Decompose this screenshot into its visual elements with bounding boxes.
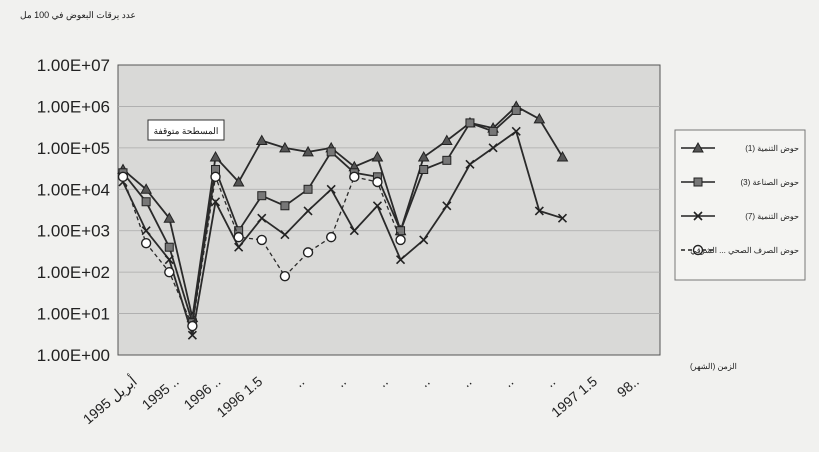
x-marker xyxy=(488,143,498,153)
square-marker xyxy=(326,147,336,157)
circle-marker xyxy=(692,244,704,256)
x-marker xyxy=(511,126,521,136)
x-tick-label: .. xyxy=(375,373,391,390)
chart-title: عدد يرقات البعوض في 100 مل xyxy=(20,10,136,20)
x-marker xyxy=(349,226,359,236)
x-tick-label: 1995 .. xyxy=(139,373,182,413)
x-marker xyxy=(234,242,244,252)
square-marker xyxy=(280,201,290,211)
plot-area xyxy=(117,64,661,356)
square-marker xyxy=(419,165,429,175)
x-tick-label: 1996 1.5 xyxy=(213,373,265,420)
circle-marker xyxy=(256,234,267,246)
y-tick-label: 1.00E+07 xyxy=(37,56,110,75)
x-marker xyxy=(395,255,406,265)
y-tick-label: 1.00E+04 xyxy=(37,180,110,199)
circle-marker xyxy=(187,320,198,332)
x-tick-label: 1997 1.5 xyxy=(548,373,600,420)
series-line-2 xyxy=(122,109,517,324)
annotation-label: المسطحة متوقفة xyxy=(154,126,219,137)
triangle-marker xyxy=(255,134,268,146)
x-marker xyxy=(164,255,174,265)
square-marker xyxy=(141,197,151,207)
legend-label: حوض الصناعة (3) xyxy=(741,178,800,187)
x-tick-label: 98.. xyxy=(614,373,642,400)
x-marker xyxy=(693,211,703,221)
x-marker xyxy=(210,197,221,207)
circle-marker xyxy=(302,247,314,258)
triangle-marker xyxy=(556,151,569,162)
circle-marker xyxy=(395,234,406,246)
x-marker xyxy=(534,206,544,216)
circle-marker xyxy=(233,231,244,243)
x-marker xyxy=(372,201,383,211)
circle-marker xyxy=(210,171,221,183)
x-marker xyxy=(419,235,429,245)
square-marker xyxy=(442,155,452,165)
legend-label: حوض الصرف الصحي ... الشرقي xyxy=(690,246,799,255)
x-marker xyxy=(280,230,290,240)
triangle-marker xyxy=(692,141,704,153)
x-marker xyxy=(557,213,568,223)
triangle-marker xyxy=(140,183,152,194)
square-marker xyxy=(693,177,703,187)
x-axis-label: الزمن (الشهر) xyxy=(690,362,737,371)
square-marker xyxy=(488,126,498,136)
circle-marker xyxy=(372,176,383,188)
triangle-marker xyxy=(232,175,245,187)
triangle-marker xyxy=(371,151,384,162)
y-tick-label: 1.00E+05 xyxy=(37,139,110,158)
triangle-marker xyxy=(302,145,314,157)
triangle-marker xyxy=(163,212,176,223)
triangle-marker xyxy=(533,112,546,124)
triangle-marker xyxy=(279,141,291,153)
circle-marker xyxy=(325,231,337,243)
x-tick-label: 1995 أبريل xyxy=(79,371,141,427)
square-marker xyxy=(511,105,521,115)
square-marker xyxy=(164,242,174,252)
x-tick-label: .. xyxy=(333,373,349,390)
x-tick-label: .. xyxy=(500,373,516,390)
x-marker xyxy=(187,330,197,340)
square-marker xyxy=(303,184,313,194)
triangle-marker xyxy=(440,134,453,146)
y-tick-label: 1.00E+06 xyxy=(37,97,110,116)
circle-marker xyxy=(279,270,291,282)
y-tick-label: 1.00E+02 xyxy=(37,263,110,282)
y-tick-label: 1.00E+01 xyxy=(37,305,110,324)
circle-marker xyxy=(140,237,152,249)
legend-label: حوض التنمية (7) xyxy=(745,212,799,221)
x-tick-label: .. xyxy=(417,373,433,390)
circle-marker xyxy=(349,171,360,183)
x-marker xyxy=(303,206,313,216)
y-tick-label: 1.00E+00 xyxy=(37,346,110,365)
x-marker xyxy=(326,184,336,194)
x-tick-label: .. xyxy=(291,373,307,390)
x-marker xyxy=(141,226,151,236)
circle-marker xyxy=(117,171,129,183)
circle-marker xyxy=(164,266,175,278)
x-tick-label: .. xyxy=(542,373,558,390)
y-tick-label: 1.00E+03 xyxy=(37,222,110,241)
legend-label: حوض التنمية (1) xyxy=(745,144,799,153)
annotation-box xyxy=(147,119,225,141)
square-marker xyxy=(257,191,267,201)
x-marker xyxy=(465,159,475,169)
x-tick-label: .. xyxy=(458,373,474,390)
triangle-marker xyxy=(417,151,430,162)
square-marker xyxy=(465,118,475,128)
triangle-marker xyxy=(209,151,222,162)
x-marker xyxy=(442,201,452,211)
x-marker xyxy=(257,213,267,223)
